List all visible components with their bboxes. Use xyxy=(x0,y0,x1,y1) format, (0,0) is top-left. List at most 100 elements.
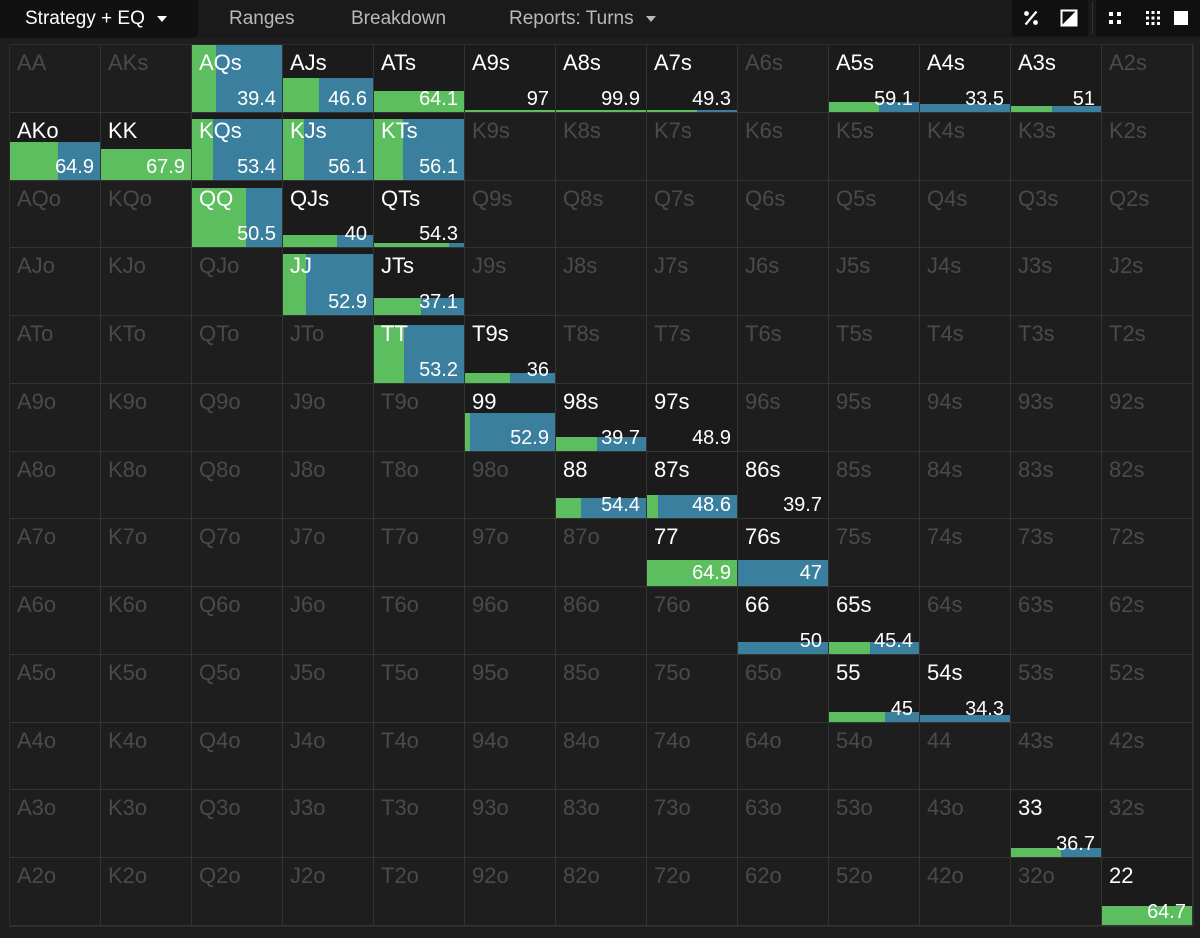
hand-cell-42s[interactable]: 42s xyxy=(1102,722,1193,791)
hand-cell-k9s[interactable]: K9s xyxy=(465,112,556,181)
hand-cell-j7o[interactable]: J7o xyxy=(283,519,374,588)
hand-cell-t3s[interactable]: T3s xyxy=(1011,316,1102,384)
hand-cell-75s[interactable]: 75s xyxy=(829,519,920,588)
hand-cell-q6s[interactable]: Q6s xyxy=(738,180,829,249)
hand-cell-a2o[interactable]: A2o xyxy=(10,858,101,926)
hand-cell-qjs[interactable]: QJs 40 xyxy=(283,180,374,249)
hand-cell-95o[interactable]: 95o xyxy=(465,654,556,723)
hand-cell-j7s[interactable]: J7s xyxy=(647,248,738,317)
hand-cell-j2o[interactable]: J2o xyxy=(283,858,374,926)
hand-cell-j8o[interactable]: J8o xyxy=(283,451,374,520)
hand-cell-93s[interactable]: 93s xyxy=(1011,383,1102,452)
hand-cell-j4s[interactable]: J4s xyxy=(920,248,1011,317)
hand-cell-ajo[interactable]: AJo xyxy=(10,248,101,317)
hand-cell-74s[interactable]: 74s xyxy=(920,519,1011,588)
hand-cell-88[interactable]: 88 54.4 xyxy=(556,451,647,520)
hand-cell-q3o[interactable]: Q3o xyxy=(192,790,283,859)
hand-cell-j5s[interactable]: J5s xyxy=(829,248,920,317)
tab-breakdown[interactable]: Breakdown xyxy=(351,0,446,38)
hand-cell-q2s[interactable]: Q2s xyxy=(1102,180,1193,249)
hand-cell-aks[interactable]: AKs xyxy=(101,45,192,113)
hand-cell-84o[interactable]: 84o xyxy=(556,722,647,791)
hand-cell-87s[interactable]: 87s 48.6 xyxy=(647,451,738,520)
hand-cell-k4o[interactable]: K4o xyxy=(101,722,192,791)
hand-cell-qto[interactable]: QTo xyxy=(192,316,283,384)
hand-cell-kjs[interactable]: KJs 56.1 xyxy=(283,112,374,181)
hand-cell-k7o[interactable]: K7o xyxy=(101,519,192,588)
hand-cell-ato[interactable]: ATo xyxy=(10,316,101,384)
hand-cell-83s[interactable]: 83s xyxy=(1011,451,1102,520)
hand-cell-kjo[interactable]: KJo xyxy=(101,248,192,317)
hand-cell-99[interactable]: 99 52.9 xyxy=(465,383,556,452)
hand-cell-t6o[interactable]: T6o xyxy=(374,587,465,655)
hand-cell-j8s[interactable]: J8s xyxy=(556,248,647,317)
hand-cell-85s[interactable]: 85s xyxy=(829,451,920,520)
hand-cell-97s[interactable]: 97s 48.9 xyxy=(647,383,738,452)
hand-cell-k6o[interactable]: K6o xyxy=(101,587,192,655)
hand-cell-t2o[interactable]: T2o xyxy=(374,858,465,926)
hand-cell-t8s[interactable]: T8s xyxy=(556,316,647,384)
hand-cell-k8o[interactable]: K8o xyxy=(101,451,192,520)
hand-cell-96o[interactable]: 96o xyxy=(465,587,556,655)
hand-cell-a9s[interactable]: A9s 97 xyxy=(465,45,556,113)
hand-cell-74o[interactable]: 74o xyxy=(647,722,738,791)
hand-cell-85o[interactable]: 85o xyxy=(556,654,647,723)
tab-reports-turns[interactable]: Reports: Turns xyxy=(509,0,656,38)
hand-cell-75o[interactable]: 75o xyxy=(647,654,738,723)
hand-cell-86o[interactable]: 86o xyxy=(556,587,647,655)
hand-cell-87o[interactable]: 87o xyxy=(556,519,647,588)
hand-cell-t7s[interactable]: T7s xyxy=(647,316,738,384)
hand-cell-86s[interactable]: 86s 39.7 xyxy=(738,451,829,520)
hand-cell-t4o[interactable]: T4o xyxy=(374,722,465,791)
hand-cell-qq[interactable]: QQ 50.5 xyxy=(192,180,283,249)
hand-cell-33[interactable]: 33 36.7 xyxy=(1011,790,1102,859)
hand-cell-44[interactable]: 44 xyxy=(920,722,1011,791)
hand-cell-q7s[interactable]: Q7s xyxy=(647,180,738,249)
hand-cell-j9o[interactable]: J9o xyxy=(283,383,374,452)
hand-cell-j6s[interactable]: J6s xyxy=(738,248,829,317)
hand-cell-62o[interactable]: 62o xyxy=(738,858,829,926)
hand-cell-j6o[interactable]: J6o xyxy=(283,587,374,655)
hand-cell-52o[interactable]: 52o xyxy=(829,858,920,926)
hand-cell-72o[interactable]: 72o xyxy=(647,858,738,926)
hand-cell-q8o[interactable]: Q8o xyxy=(192,451,283,520)
hand-cell-94o[interactable]: 94o xyxy=(465,722,556,791)
hand-cell-a3s[interactable]: A3s 51 xyxy=(1011,45,1102,113)
hand-cell-q6o[interactable]: Q6o xyxy=(192,587,283,655)
hand-cell-t9s[interactable]: T9s 36 xyxy=(465,316,556,384)
hand-cell-73s[interactable]: 73s xyxy=(1011,519,1102,588)
hand-cell-a9o[interactable]: A9o xyxy=(10,383,101,452)
hand-cell-77[interactable]: 77 64.9 xyxy=(647,519,738,588)
hand-cell-a7s[interactable]: A7s 49.3 xyxy=(647,45,738,113)
hand-cell-q7o[interactable]: Q7o xyxy=(192,519,283,588)
hand-cell-96s[interactable]: 96s xyxy=(738,383,829,452)
hand-cell-j3s[interactable]: J3s xyxy=(1011,248,1102,317)
hand-cell-ajs[interactable]: AJs 46.6 xyxy=(283,45,374,113)
hand-cell-k6s[interactable]: K6s xyxy=(738,112,829,181)
hand-cell-k3s[interactable]: K3s xyxy=(1011,112,1102,181)
hand-cell-k5o[interactable]: K5o xyxy=(101,654,192,723)
hand-cell-73o[interactable]: 73o xyxy=(647,790,738,859)
hand-cell-q8s[interactable]: Q8s xyxy=(556,180,647,249)
tab-ranges[interactable]: Ranges xyxy=(229,0,295,38)
hand-cell-64s[interactable]: 64s xyxy=(920,587,1011,655)
hand-cell-65o[interactable]: 65o xyxy=(738,654,829,723)
hand-cell-kto[interactable]: KTo xyxy=(101,316,192,384)
hand-cell-j5o[interactable]: J5o xyxy=(283,654,374,723)
single-view-button[interactable] xyxy=(1162,0,1200,36)
hand-cell-53o[interactable]: 53o xyxy=(829,790,920,859)
hand-cell-aqs[interactable]: AQs 39.4 xyxy=(192,45,283,113)
hand-cell-q5o[interactable]: Q5o xyxy=(192,654,283,723)
hand-cell-q4o[interactable]: Q4o xyxy=(192,722,283,791)
hand-cell-76s[interactable]: 76s 47 xyxy=(738,519,829,588)
hand-cell-32s[interactable]: 32s xyxy=(1102,790,1193,859)
hand-cell-t4s[interactable]: T4s xyxy=(920,316,1011,384)
hand-cell-32o[interactable]: 32o xyxy=(1011,858,1102,926)
hand-cell-95s[interactable]: 95s xyxy=(829,383,920,452)
hand-cell-tt[interactable]: TT 53.2 xyxy=(374,316,465,384)
hand-cell-84s[interactable]: 84s xyxy=(920,451,1011,520)
hand-cell-98s[interactable]: 98s 39.7 xyxy=(556,383,647,452)
hand-cell-a6s[interactable]: A6s xyxy=(738,45,829,113)
hand-cell-42o[interactable]: 42o xyxy=(920,858,1011,926)
hand-cell-j4o[interactable]: J4o xyxy=(283,722,374,791)
